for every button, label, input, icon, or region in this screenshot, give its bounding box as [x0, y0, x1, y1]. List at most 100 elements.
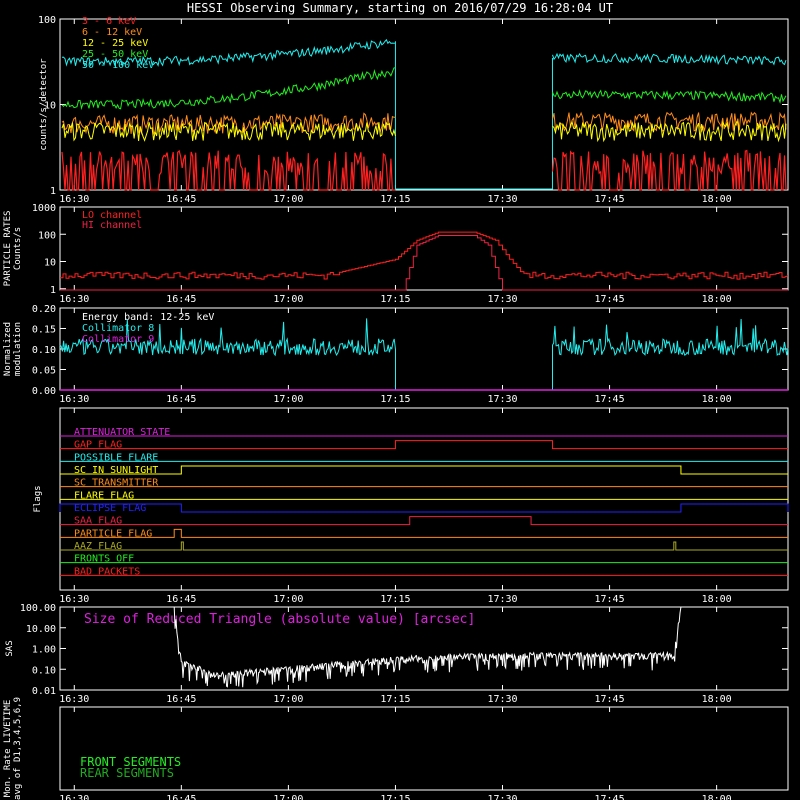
- annotation: Energy band: 12-25 keV: [82, 312, 214, 323]
- time-tick-label: 18:00: [702, 794, 732, 800]
- series-line: [61, 38, 396, 67]
- time-tick-label: 17:30: [487, 394, 517, 405]
- time-tick-label: 17:00: [273, 194, 303, 205]
- flag-line-gap-flag: [60, 440, 788, 450]
- y-axis-label: Counts/s: [13, 227, 23, 270]
- y-tick-label: 0.15: [32, 325, 56, 336]
- series-line: [551, 149, 787, 191]
- series-line: [552, 111, 787, 133]
- y-tick-label: 1: [50, 186, 56, 197]
- series-line: [552, 120, 787, 143]
- time-tick-label: 16:30: [59, 794, 89, 800]
- time-tick-label: 18:00: [702, 194, 732, 205]
- time-tick-label: 18:00: [702, 394, 732, 405]
- time-tick-label: 17:15: [380, 794, 410, 800]
- time-tick-label: 16:45: [166, 794, 196, 800]
- y-tick-label: 1000: [32, 203, 56, 214]
- time-tick-label: 17:00: [273, 294, 303, 305]
- y-axis-label: Flags: [33, 485, 43, 512]
- time-tick-label: 16:45: [166, 694, 196, 705]
- time-tick-label: 16:30: [59, 394, 89, 405]
- flag-label: SAA FLAG: [74, 516, 122, 527]
- flag-line-aaz-flag: [60, 541, 788, 551]
- y-tick-label: 100: [38, 230, 56, 241]
- y-tick-label: 100.00: [20, 603, 56, 614]
- flag-label: BAD PACKETS: [74, 566, 140, 577]
- y-tick-label: 0.01: [32, 686, 56, 697]
- y-axis-label: PARTICLE RATES: [3, 211, 13, 287]
- flag-label: PARTICLE FLAG: [74, 528, 152, 539]
- flag-line-eclipse-flag: [59, 503, 789, 513]
- series-line: [61, 149, 396, 191]
- series-line-lo-channel: [60, 231, 789, 280]
- legend-entry: Collimator 9: [82, 334, 154, 345]
- flag-line-particle-flag: [60, 528, 788, 538]
- time-tick-label: 17:15: [380, 294, 410, 305]
- series-6-12kev: [61, 111, 787, 136]
- time-tick-label: 16:30: [59, 594, 89, 605]
- flag-label: AAZ FLAG: [74, 541, 122, 552]
- y-tick-label: 1.00: [32, 645, 56, 656]
- series-line: [61, 121, 396, 142]
- time-tick-label: 16:30: [59, 194, 89, 205]
- flag-label: SC IN SUNLIGHT: [74, 465, 158, 476]
- legend-entry: HI channel: [82, 220, 142, 231]
- flag-label: FRONTS OFF: [74, 554, 134, 565]
- time-tick-label: 17:15: [380, 394, 410, 405]
- y-axis-label: Normalized: [3, 322, 13, 376]
- panel-frame-livetime: [59, 706, 789, 791]
- y-axis-label: avg of D1,3,4,5,6,9: [13, 697, 23, 800]
- legend-entry: 12 - 25 keV: [82, 38, 148, 49]
- time-tick-label: 17:15: [380, 594, 410, 605]
- y-tick-label: 0.00: [32, 386, 56, 397]
- time-tick-label: 17:45: [595, 694, 625, 705]
- legend-entry: LO channel: [82, 210, 142, 221]
- page-title: HESSI Observing Summary, starting on 201…: [186, 1, 614, 15]
- time-tick-label: 17:45: [595, 594, 625, 605]
- y-axis-label: SAS: [5, 640, 15, 656]
- series-line: [552, 89, 787, 105]
- series-12-25kev: [61, 120, 787, 143]
- time-tick-label: 17:00: [273, 594, 303, 605]
- time-tick-label: 18:00: [702, 594, 732, 605]
- series-line: [552, 52, 787, 66]
- y-tick-label: 0.10: [32, 665, 56, 676]
- time-tick-label: 16:45: [166, 594, 196, 605]
- y-tick-label: 0.10: [32, 345, 56, 356]
- time-tick-label: 17:00: [273, 794, 303, 800]
- time-tick-label: 17:00: [273, 394, 303, 405]
- time-tick-label: 17:45: [595, 194, 625, 205]
- flag-label: ATTENUATOR STATE: [74, 427, 170, 438]
- time-tick-label: 17:30: [487, 594, 517, 605]
- series-50-100kev: [61, 38, 787, 67]
- y-axis-label: Mon. Rate LIVETIME: [3, 700, 13, 798]
- series-line-collimator-8: [59, 318, 396, 390]
- flag-label: SC TRANSMITTER: [74, 478, 159, 489]
- time-tick-label: 17:30: [487, 794, 517, 800]
- time-tick-label: 17:30: [487, 194, 517, 205]
- legend-entry: 50 - 100 keV: [82, 60, 154, 71]
- series-line: [61, 112, 396, 136]
- time-tick-label: 17:30: [487, 294, 517, 305]
- flag-line-sc-in-sunlight: [60, 465, 788, 475]
- legend-entry: Collimator 8: [82, 323, 154, 334]
- time-tick-label: 17:00: [273, 694, 303, 705]
- y-tick-label: 100: [38, 15, 56, 26]
- y-axis-label: counts/s/detector: [39, 58, 49, 151]
- flag-label: GAP FLAG: [74, 440, 122, 451]
- series-3-6kev: [61, 149, 787, 191]
- time-tick-label: 16:30: [59, 294, 89, 305]
- time-tick-label: 17:45: [595, 294, 625, 305]
- y-tick-label: 10: [44, 258, 56, 269]
- legend-entry: 6 - 12 keV: [82, 27, 142, 38]
- y-tick-label: 1: [50, 285, 56, 296]
- legend-entry: REAR SEGMENTS: [80, 766, 174, 780]
- legend-entry: 25 - 50 keV: [82, 49, 148, 60]
- series-25-50kev: [61, 67, 787, 111]
- series-line-collimator-8: [552, 318, 789, 390]
- time-tick-label: 17:45: [595, 394, 625, 405]
- flag-label: POSSIBLE FLARE: [74, 452, 158, 463]
- y-tick-label: 10: [44, 101, 56, 112]
- time-tick-label: 17:15: [380, 194, 410, 205]
